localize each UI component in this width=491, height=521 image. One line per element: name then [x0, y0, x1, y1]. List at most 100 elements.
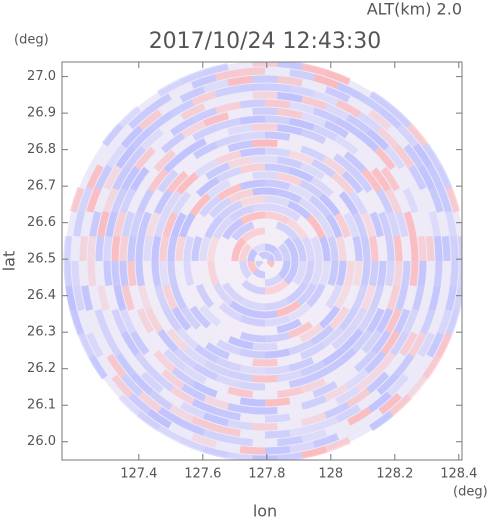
echo-patch [264, 163, 291, 174]
echo-patch [176, 172, 199, 195]
echo-patch [393, 144, 415, 169]
echo-patch [215, 356, 242, 372]
echo-patch [403, 211, 417, 237]
echo-patch [147, 408, 172, 429]
echo-patch [89, 210, 102, 237]
echo-patch [167, 235, 178, 262]
echo-patch [312, 107, 339, 124]
echo-patch [428, 285, 441, 312]
echo-patch [289, 441, 316, 453]
echo-patch [368, 260, 379, 287]
echo-patch [276, 156, 303, 169]
echo-patch [393, 260, 403, 287]
echo-patch [203, 395, 230, 410]
x-tick-label: 127.6 [184, 467, 221, 482]
echo-patch [136, 308, 155, 334]
echo-patch [366, 128, 390, 151]
echo-patch [408, 165, 427, 191]
echo-patch [388, 394, 412, 417]
echo-patch [325, 283, 343, 309]
echo-patch [227, 75, 253, 87]
echo-patch [94, 164, 113, 190]
echo-patch [137, 284, 152, 311]
echo-patch [409, 260, 419, 287]
echo-patch [341, 328, 364, 352]
echo-patch [129, 211, 144, 238]
echo-patch [239, 242, 253, 262]
echo-patch [202, 445, 229, 459]
echo-patch [124, 145, 146, 170]
echo-patch [204, 360, 230, 377]
echo-patch [135, 260, 145, 287]
echo-patch [428, 210, 441, 237]
echo-patch [194, 344, 219, 364]
echo-patch [393, 235, 403, 262]
echo-patch [170, 385, 195, 405]
echo-patch [258, 251, 266, 260]
echo-patch [276, 300, 301, 318]
echo-patch [323, 383, 349, 402]
echo-patch [364, 350, 387, 374]
echo-patch [311, 362, 337, 381]
echo-patch [162, 284, 178, 311]
echo-patch [360, 260, 371, 287]
echo-patch [264, 279, 289, 295]
echo-patch [106, 353, 127, 379]
echo-patch [180, 401, 206, 419]
echo-patch [181, 383, 207, 402]
echo-patch [324, 86, 351, 103]
echo-patch [121, 166, 141, 191]
echo-patch [312, 90, 339, 106]
echo-patch [227, 140, 254, 153]
echo-patch [345, 368, 369, 390]
echo-patch [252, 123, 278, 132]
echo-patch [371, 330, 392, 355]
echo-patch [312, 380, 338, 398]
echo-patch [207, 236, 220, 262]
echo-patch [134, 351, 156, 376]
echo-patch [154, 284, 170, 311]
echo-patch [166, 328, 189, 352]
echo-patch [175, 235, 186, 262]
echo-patch [215, 407, 241, 421]
echo-patch [402, 187, 419, 214]
echo-patch [338, 306, 359, 331]
echo-patch [167, 260, 178, 287]
echo-patch [199, 195, 222, 218]
echo-patch [289, 85, 316, 98]
echo-patch [276, 204, 301, 222]
echo-patch [264, 243, 278, 254]
echo-patch [301, 95, 327, 110]
echo-patch [195, 283, 215, 309]
y-tick-label: 26.4 [27, 288, 56, 303]
echo-patch [357, 111, 382, 133]
echo-patch [193, 141, 219, 160]
echo-patch [203, 112, 230, 127]
echo-patch [169, 99, 195, 118]
echo-patch [239, 147, 266, 158]
echo-patch [289, 101, 315, 115]
echo-patch [215, 374, 242, 389]
echo-patch [169, 404, 195, 423]
echo-patch [216, 339, 242, 356]
echo-patch [213, 282, 234, 306]
echo-patch [310, 324, 334, 346]
echo-patch [252, 139, 278, 148]
echo-patch [171, 191, 192, 216]
x-tick-label: 127.4 [120, 467, 157, 482]
echo-patch [239, 397, 266, 407]
echo-patch [69, 309, 85, 336]
echo-patch [119, 235, 129, 262]
echo-patch [437, 309, 452, 336]
echo-patch [296, 282, 317, 306]
echo-patch [369, 410, 394, 432]
echo-patch [264, 195, 291, 208]
echo-patch [130, 166, 150, 192]
echo-patch [191, 235, 203, 262]
echo-patch [336, 82, 362, 100]
echo-patch [300, 145, 326, 162]
echo-patch [182, 365, 207, 385]
echo-patch [334, 212, 351, 238]
echo-patch [247, 260, 258, 274]
